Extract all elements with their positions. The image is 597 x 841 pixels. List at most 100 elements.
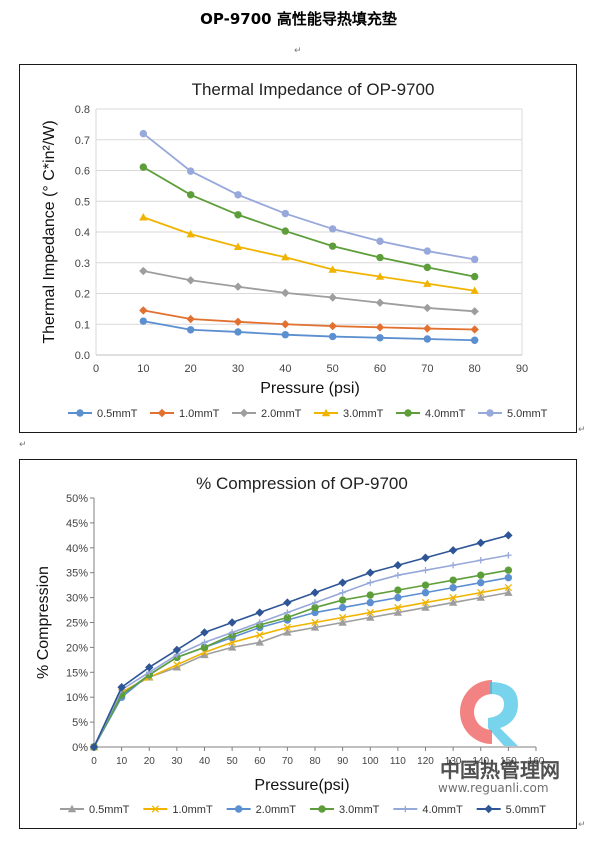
x-tick-label: 90: [337, 756, 349, 767]
data-point: [186, 326, 195, 334]
data-point: [366, 608, 374, 617]
data-point: [504, 583, 513, 592]
x-tick-label: 130: [445, 756, 462, 767]
x-tick-label: 10: [137, 363, 149, 375]
data-point: [376, 237, 384, 245]
data-point: [281, 209, 290, 218]
x-tick-label: 30: [171, 756, 183, 767]
series-line: [143, 216, 475, 292]
y-tick-label: 0.2: [75, 289, 90, 301]
y-tick-label: 50%: [66, 493, 88, 505]
y-tick-label: 5%: [72, 717, 88, 729]
data-point: [173, 661, 181, 669]
compression-chart-frame: % Compression of OP-9700 0% 5% 10% 15% 20% 25%…: [19, 459, 577, 829]
data-point: [227, 618, 237, 627]
watermark-logo: [460, 672, 540, 752]
data-point: [449, 583, 457, 592]
y-tick-label: 40%: [66, 543, 88, 555]
data-point: [366, 568, 375, 577]
legend-marker: [486, 409, 494, 417]
data-point: [281, 320, 290, 329]
data-point: [421, 581, 430, 589]
series-line: [142, 132, 475, 261]
data-point: [139, 163, 148, 171]
series-2.0mmT: [90, 573, 513, 751]
x-axis-title: Pressure(psi): [254, 777, 349, 794]
x-tick-label: 40: [279, 363, 291, 375]
data-point: [172, 645, 182, 655]
y-tick-label: 0.0: [75, 350, 90, 362]
legend-label: 5.0mmT: [507, 408, 548, 420]
y-tick-label: 10%: [66, 692, 88, 704]
series-5.0mmT: [89, 531, 513, 752]
legend-marker: [321, 408, 331, 417]
chart-title: % Compression of OP-9700: [196, 474, 408, 493]
legend-label: 2.0mmT: [256, 804, 297, 816]
x-tick-label: 150: [500, 756, 517, 767]
data-point: [234, 191, 242, 199]
data-point: [421, 553, 430, 562]
page-title: OP-9700 高性能导热填充垫: [200, 10, 397, 28]
series-3.0mmT: [90, 566, 513, 751]
legend-marker: [404, 409, 412, 417]
y-tick-label: 0%: [72, 742, 88, 754]
data-point: [139, 266, 148, 276]
data-point: [449, 562, 457, 569]
data-point: [233, 317, 243, 326]
legend-label: 3.0mmT: [343, 408, 384, 420]
series-1.0mmT: [139, 306, 479, 334]
data-point: [283, 623, 292, 632]
data-point: [470, 336, 479, 344]
data-point: [281, 288, 290, 298]
y-tick-label: 0.8: [75, 104, 90, 116]
data-point: [394, 603, 402, 612]
data-point: [366, 613, 375, 621]
data-point: [234, 211, 242, 219]
data-point: [186, 191, 195, 199]
x-tick-label: 30: [232, 363, 244, 375]
legend-marker: [234, 805, 243, 813]
data-point: [200, 643, 209, 652]
data-point: [328, 225, 337, 233]
compression-chart: % Compression of OP-9700 0% 5% 10% 15% 20% 25%…: [35, 474, 546, 816]
data-point: [311, 599, 319, 606]
data-point: [423, 279, 432, 287]
data-point: [393, 561, 403, 570]
legend-item: 0.5mmT: [60, 804, 130, 816]
data-point: [256, 631, 264, 639]
data-point: [421, 598, 430, 607]
watermark-logo-icon: [460, 680, 518, 746]
data-point: [504, 566, 513, 574]
series-line: [93, 534, 509, 748]
x-tick-label: 90: [516, 363, 528, 375]
data-point: [448, 546, 458, 555]
data-point: [311, 618, 319, 627]
x-axis-title: Pressure (psi): [260, 380, 360, 397]
series-line: [93, 569, 509, 748]
data-point: [200, 628, 209, 637]
x-tick-label: 110: [390, 756, 406, 767]
data-point: [338, 596, 347, 604]
data-point: [423, 303, 432, 313]
legend-label: 0.5mmT: [97, 408, 138, 420]
y-tick-label: 0.5: [75, 196, 90, 208]
data-point: [186, 229, 195, 238]
data-point: [449, 593, 457, 602]
data-point: [283, 613, 292, 622]
data-point: [423, 247, 432, 255]
legend-marker: [151, 805, 159, 813]
x-tick-label: 20: [144, 756, 156, 767]
data-point: [186, 314, 195, 324]
y-tick-label: 0.7: [75, 135, 90, 147]
data-point: [139, 317, 148, 325]
legend-label: 3.0mmT: [339, 804, 380, 816]
data-point: [328, 332, 337, 341]
data-point: [470, 272, 479, 281]
y-tick-label: 45%: [66, 518, 88, 530]
series-0.5mmT: [89, 588, 513, 751]
paragraph-mark-icon: ↵: [19, 440, 27, 450]
legend-item: 4.0mmT: [396, 408, 466, 420]
data-point: [366, 591, 374, 599]
y-tick-label: 0.1: [75, 319, 90, 331]
data-point: [89, 742, 99, 752]
